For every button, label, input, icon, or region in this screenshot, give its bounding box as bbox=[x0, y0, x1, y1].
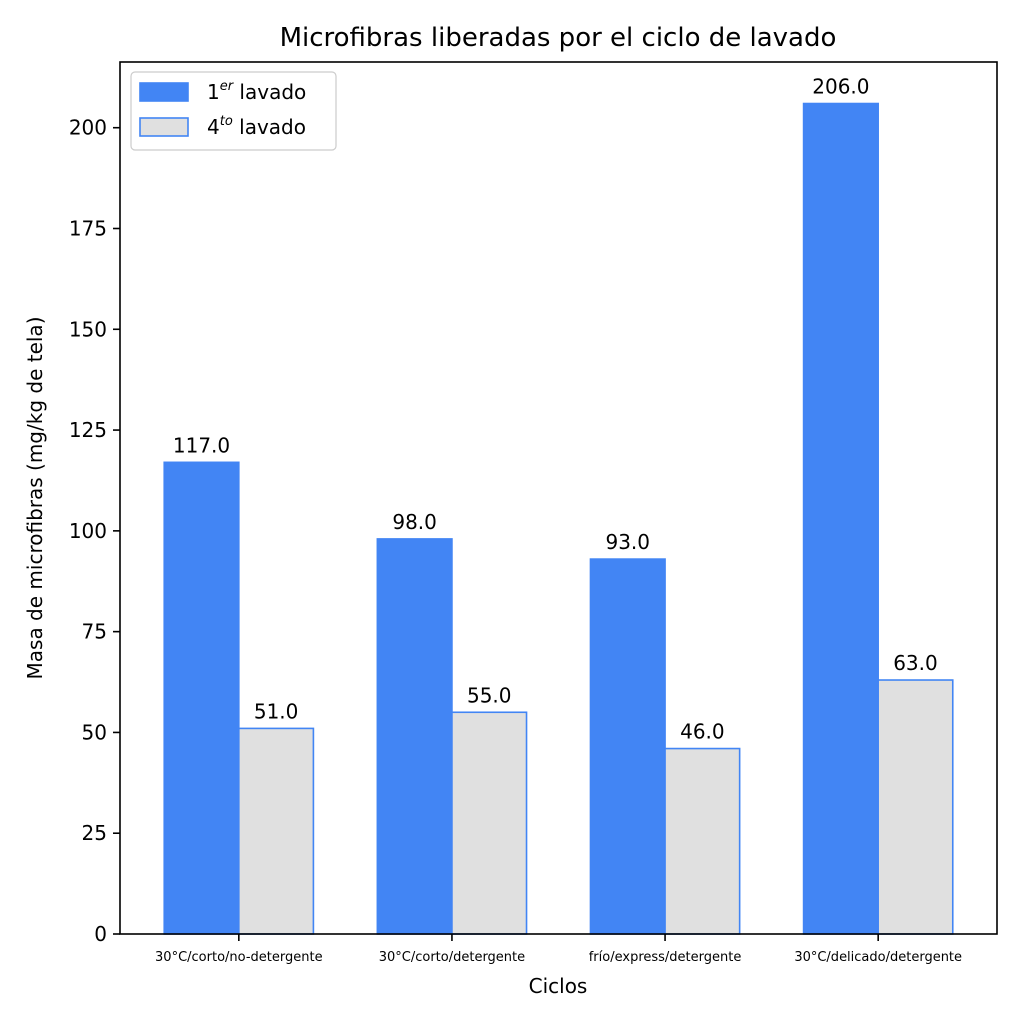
data-label-series-1-cat-2: 98.0 bbox=[392, 510, 437, 534]
plot-frame bbox=[119, 61, 998, 935]
data-label-series-2-cat-3: 46.0 bbox=[680, 720, 725, 744]
bar-series-1-cat-3 bbox=[589, 558, 666, 935]
bar-series-2-cat-4 bbox=[877, 679, 954, 935]
bar-series-2-cat-1 bbox=[238, 727, 315, 935]
x-tick-label: 30°C/delicado/detergente bbox=[794, 950, 962, 965]
bars-layer bbox=[163, 102, 954, 935]
legend-label-series-2: 4to lavado bbox=[207, 114, 306, 139]
data-label-series-2-cat-1: 51.0 bbox=[254, 699, 299, 723]
data-label-series-1-cat-4: 206.0 bbox=[812, 75, 869, 99]
legend-label-series-1: 1er lavado bbox=[207, 79, 306, 104]
x-tick-label: frío/express/detergente bbox=[589, 950, 742, 965]
chart-title: Microfibras liberadas por el ciclo de la… bbox=[280, 23, 837, 53]
y-tick-label: 150 bbox=[69, 317, 107, 341]
data-labels-layer: 117.0 98.0 93.0 206.0 51.0 55.0 46.0 63.0 bbox=[173, 75, 938, 744]
legend-swatch-series-2 bbox=[139, 117, 189, 137]
bar-series-1-cat-1 bbox=[163, 461, 240, 935]
data-label-series-2-cat-2: 55.0 bbox=[467, 683, 512, 707]
y-tick-label: 175 bbox=[69, 217, 107, 241]
bar-series-1-cat-4 bbox=[802, 102, 879, 935]
legend[interactable]: 1er lavado 4to lavado bbox=[130, 71, 337, 151]
y-tick-label: 200 bbox=[69, 116, 107, 140]
bar-series-1-cat-2 bbox=[376, 538, 453, 935]
bar-series-2-cat-2 bbox=[451, 711, 528, 935]
x-tick-label: 30°C/corto/detergente bbox=[379, 950, 525, 965]
y-tick-label: 50 bbox=[82, 720, 107, 744]
y-axis: 0 25 50 75 100 125 150 175 200 bbox=[69, 116, 120, 946]
x-axis: 30°C/corto/no-detergente 30°C/corto/deter… bbox=[155, 934, 962, 965]
x-axis-label: Ciclos bbox=[529, 974, 588, 998]
y-tick-label: 125 bbox=[69, 418, 107, 442]
y-tick-label: 0 bbox=[94, 922, 107, 946]
data-label-series-1-cat-1: 117.0 bbox=[173, 433, 230, 457]
y-axis-label: Masa de microfibras (mg/kg de tela) bbox=[23, 317, 47, 680]
legend-swatch-series-1 bbox=[139, 82, 189, 102]
y-tick-label: 100 bbox=[69, 519, 107, 543]
bar-series-2-cat-3 bbox=[664, 747, 741, 935]
y-tick-label: 25 bbox=[82, 821, 107, 845]
x-tick-label: 30°C/corto/no-detergente bbox=[155, 950, 323, 965]
data-label-series-1-cat-3: 93.0 bbox=[605, 530, 650, 554]
data-label-series-2-cat-4: 63.0 bbox=[893, 651, 938, 675]
y-tick-label: 75 bbox=[82, 620, 107, 644]
